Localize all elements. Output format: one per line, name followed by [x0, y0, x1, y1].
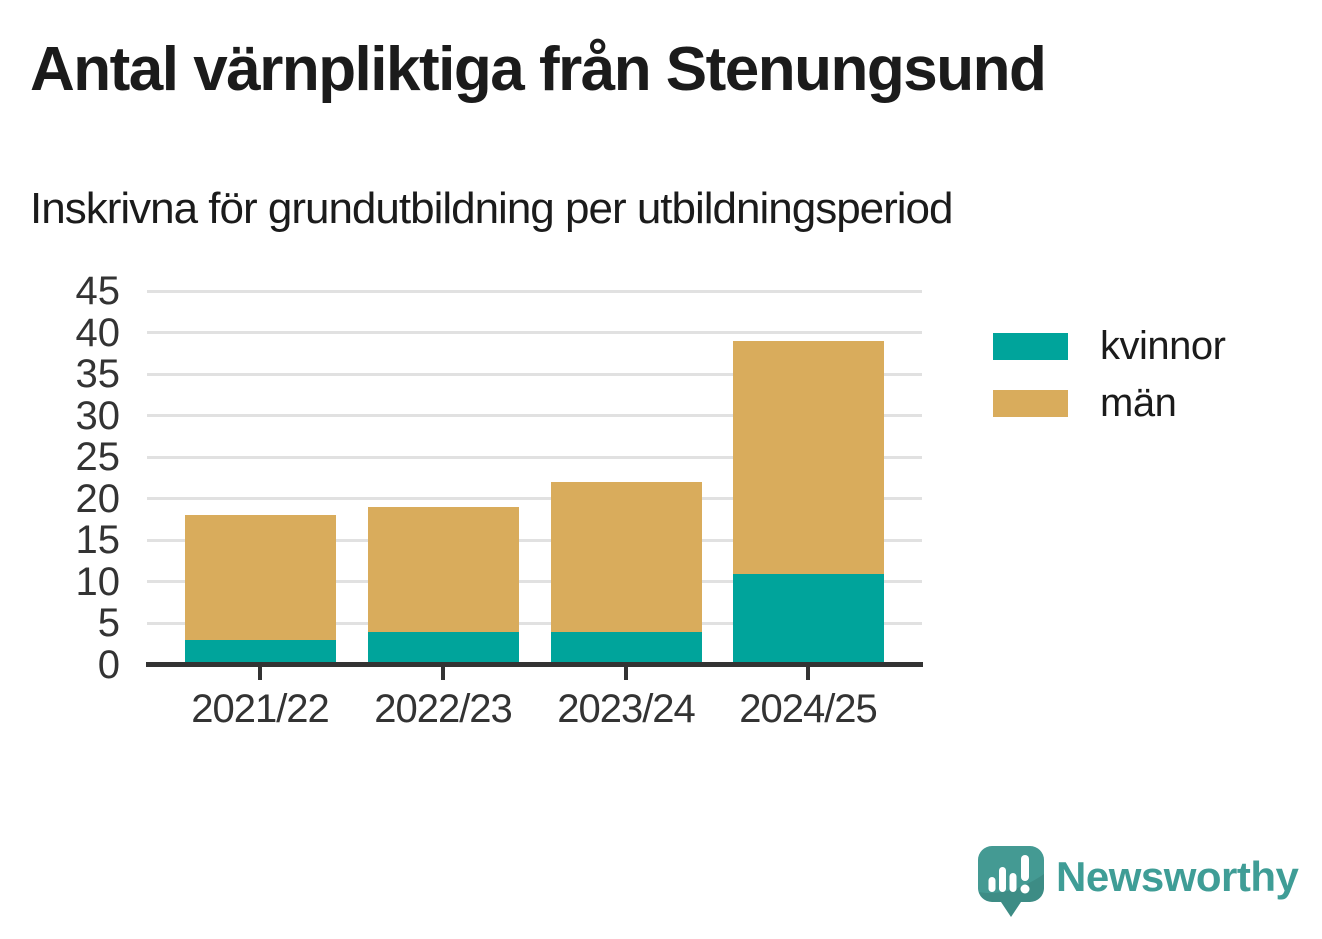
chart-legend: kvinnor män	[993, 324, 1226, 447]
bar-segment-män-2023/24	[550, 482, 702, 632]
bar-segment-män-2021/22	[184, 515, 336, 641]
legend-swatch-kvinnor	[993, 333, 1068, 360]
gridline-y-20	[147, 497, 922, 501]
newsworthy-speech-bubble-icon	[978, 846, 1044, 917]
y-axis-label: 25	[75, 435, 121, 480]
bar-segment-kvinnor-2021/22	[184, 640, 336, 665]
gridline-y-45	[147, 289, 922, 293]
bar-segment-kvinnor-2022/23	[367, 631, 519, 665]
legend-swatch-män	[993, 390, 1068, 417]
gridline-y-5	[147, 621, 922, 625]
gridline-y-40	[147, 331, 922, 335]
bar-segment-män-2024/25	[732, 340, 884, 574]
x-axis-label: 2024/25	[739, 687, 878, 731]
x-axis-label: 2022/23	[374, 687, 513, 731]
chart-bar-glyph-1	[988, 877, 996, 892]
gridline-y-35	[147, 372, 922, 376]
y-axis-label: 20	[75, 476, 121, 521]
bar-segment-kvinnor-2024/25	[732, 573, 884, 665]
chart-title: Antal värnpliktiga från Stenungsund	[30, 35, 1047, 104]
y-axis-label: 15	[75, 518, 121, 563]
speech-bubble-shade	[979, 874, 1044, 917]
exclamation-bar-glyph	[1021, 855, 1029, 881]
y-axis-label: 40	[75, 310, 121, 355]
exclamation-dot-glyph	[1020, 884, 1030, 894]
newsworthy-brand: Newsworthy	[978, 846, 1299, 919]
x-axis-tick	[624, 667, 628, 680]
x-axis-tick	[258, 667, 262, 680]
y-axis-label: 10	[75, 559, 121, 604]
x-axis-tick	[441, 667, 445, 680]
legend-label-kvinnor: kvinnor	[1100, 324, 1226, 368]
gridline-y-25	[147, 455, 922, 459]
bar-segment-män-2022/23	[367, 507, 519, 632]
chart-bar-glyph-3	[1009, 873, 1017, 892]
y-axis-label: 45	[75, 269, 121, 313]
y-axis-label: 0	[97, 643, 120, 687]
x-axis-tick	[806, 667, 810, 680]
gridline-y-15	[147, 538, 922, 542]
x-axis-label: 2023/24	[557, 687, 696, 731]
x-axis-label: 2021/22	[191, 687, 330, 731]
legend-item-män: män	[993, 381, 1225, 425]
legend-label-män: män	[1100, 381, 1177, 425]
y-axis-label: 5	[97, 601, 120, 646]
legend-item-kvinnor: kvinnor	[993, 324, 1226, 368]
newsworthy-wordmark: Newsworthy	[1056, 853, 1299, 900]
chart-subtitle: Inskrivna för grundutbildning per utbild…	[30, 184, 953, 233]
y-axis-label: 30	[75, 393, 121, 438]
bar-segment-kvinnor-2023/24	[550, 631, 702, 665]
gridline-y-30	[147, 414, 922, 418]
chart-bar-glyph-2	[999, 867, 1006, 892]
gridline-y-10	[147, 580, 922, 584]
x-axis-line	[146, 662, 923, 667]
y-axis-label: 35	[75, 352, 121, 397]
